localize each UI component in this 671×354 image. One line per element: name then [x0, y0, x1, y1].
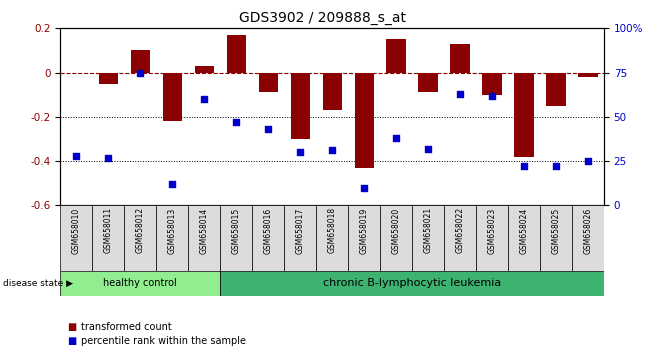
Bar: [450, 44, 470, 73]
Text: GSM658011: GSM658011: [104, 207, 113, 253]
Text: GDS3902 / 209888_s_at: GDS3902 / 209888_s_at: [239, 11, 405, 25]
Text: GSM658019: GSM658019: [360, 207, 368, 253]
Point: [359, 185, 370, 190]
Point: [295, 149, 305, 155]
Text: GSM658012: GSM658012: [136, 207, 145, 253]
Bar: [162, 73, 182, 121]
Point: [103, 155, 113, 160]
Bar: [189, 205, 220, 271]
Bar: [546, 73, 566, 106]
Text: GSM658023: GSM658023: [488, 207, 497, 253]
Bar: [380, 205, 412, 271]
Text: GSM658026: GSM658026: [583, 207, 592, 253]
Text: chronic B-lymphocytic leukemia: chronic B-lymphocytic leukemia: [323, 278, 501, 288]
Text: ■: ■: [67, 336, 76, 346]
Bar: [258, 73, 278, 92]
Bar: [227, 35, 246, 73]
Text: GSM658018: GSM658018: [327, 207, 337, 253]
Text: healthy control: healthy control: [103, 278, 177, 288]
Point: [391, 135, 401, 141]
Point: [551, 164, 562, 169]
Point: [199, 96, 209, 102]
Point: [327, 148, 338, 153]
Bar: [60, 205, 93, 271]
Point: [231, 119, 242, 125]
Bar: [60, 271, 220, 296]
Bar: [412, 205, 444, 271]
Text: GSM658015: GSM658015: [231, 207, 241, 253]
Point: [71, 153, 82, 159]
Point: [263, 126, 274, 132]
Bar: [316, 205, 348, 271]
Text: ■: ■: [67, 322, 76, 332]
Text: GSM658024: GSM658024: [519, 207, 529, 253]
Bar: [348, 205, 380, 271]
Bar: [131, 51, 150, 73]
Point: [519, 164, 529, 169]
Text: GSM658013: GSM658013: [168, 207, 176, 253]
Point: [582, 158, 593, 164]
Text: GSM658025: GSM658025: [552, 207, 560, 253]
Bar: [195, 66, 214, 73]
Bar: [323, 73, 342, 110]
Bar: [515, 73, 533, 157]
Text: disease state ▶: disease state ▶: [3, 279, 73, 288]
Text: GSM658016: GSM658016: [264, 207, 272, 253]
Bar: [482, 73, 502, 95]
Bar: [540, 205, 572, 271]
Text: GSM658022: GSM658022: [456, 207, 464, 253]
Bar: [476, 205, 508, 271]
Text: GSM658014: GSM658014: [200, 207, 209, 253]
Bar: [291, 73, 310, 139]
Point: [423, 146, 433, 152]
Bar: [124, 205, 156, 271]
Bar: [220, 205, 252, 271]
Text: transformed count: transformed count: [81, 322, 171, 332]
Bar: [578, 73, 597, 77]
Bar: [93, 205, 124, 271]
Point: [135, 70, 146, 75]
Bar: [99, 73, 118, 84]
Point: [455, 91, 466, 97]
Bar: [572, 205, 604, 271]
Text: percentile rank within the sample: percentile rank within the sample: [81, 336, 246, 346]
Point: [486, 93, 497, 98]
Bar: [354, 73, 374, 168]
Bar: [419, 73, 437, 92]
Bar: [444, 205, 476, 271]
Text: GSM658017: GSM658017: [296, 207, 305, 253]
Text: GSM658020: GSM658020: [392, 207, 401, 253]
Bar: [508, 205, 540, 271]
Bar: [285, 205, 316, 271]
Point: [167, 181, 178, 187]
Text: GSM658021: GSM658021: [423, 207, 433, 253]
Bar: [220, 271, 604, 296]
Bar: [386, 39, 406, 73]
Text: GSM658010: GSM658010: [72, 207, 81, 253]
Bar: [156, 205, 189, 271]
Bar: [252, 205, 285, 271]
